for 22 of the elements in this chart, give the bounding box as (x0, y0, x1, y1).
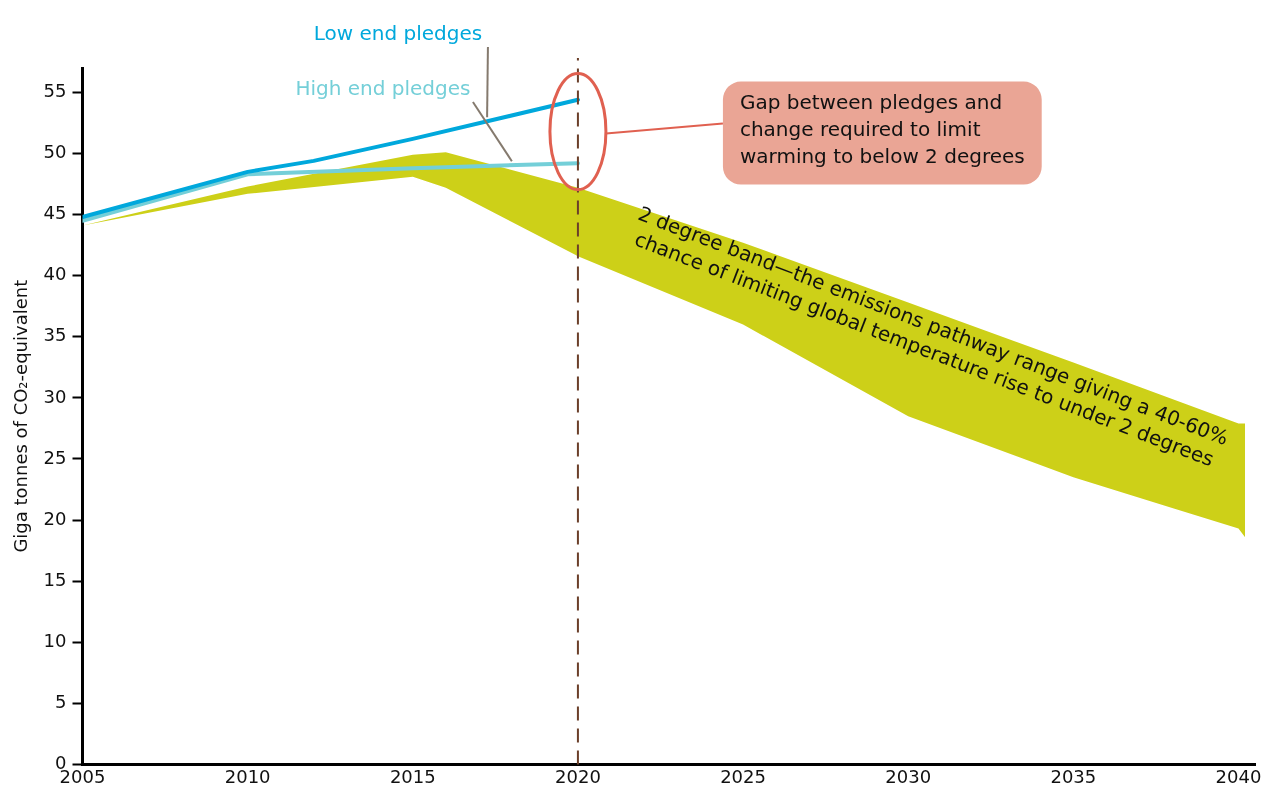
annotation: Gap between pledges and change required to limit warming to below 2 degrees (739, 89, 1025, 168)
y-tick-label: 50 (43, 141, 67, 163)
x-tick-label: 2025 (720, 765, 766, 787)
x-tick-label: 2020 (555, 765, 601, 787)
x-tick-label: 2040 (1215, 765, 1262, 787)
y-axis-title: Giga tonnes of CO₂-equivalent (10, 279, 32, 553)
x-tick-label: 2015 (389, 765, 436, 787)
y-tick-label: 45 (43, 202, 67, 224)
y-tick-label: 20 (43, 507, 67, 529)
y-tick-label: 55 (43, 80, 67, 102)
x-tick-label: 2010 (224, 765, 271, 787)
text: Low end pledges (313, 21, 483, 46)
y-tick-label: 30 (43, 385, 67, 407)
y-tick-label: 40 (43, 263, 67, 285)
y-tick-label: 5 (55, 690, 67, 712)
y-tick-label: 10 (43, 629, 67, 651)
y-tick-label: 15 (43, 568, 67, 590)
y-tick-label: 35 (43, 324, 67, 346)
y-tick-label: 25 (43, 446, 67, 468)
x-tick-label: 2030 (885, 765, 932, 787)
x-tick-label: 2035 (1050, 765, 1097, 787)
text: High end pledges (295, 76, 471, 101)
